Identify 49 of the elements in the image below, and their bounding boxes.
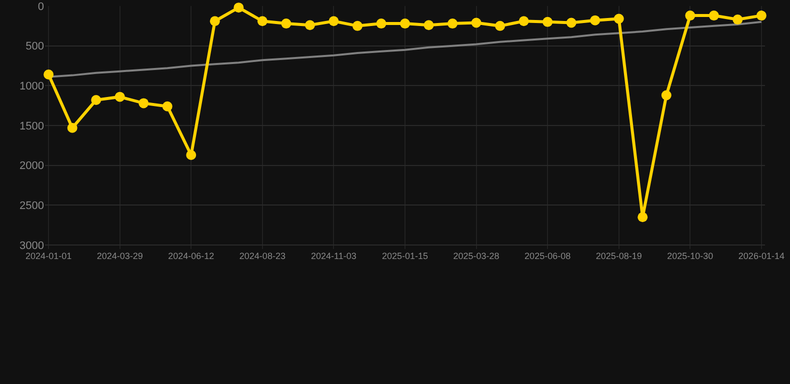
x-tick-label: 2024-11-03 [311,251,356,261]
point [67,122,78,133]
x-tick-label: 2026-01-14 [738,251,784,261]
x-tick-label: 2024-08-23 [239,251,286,261]
point [304,20,315,30]
point [661,90,672,100]
x-tick-label: 2025-10-30 [667,251,714,261]
point [685,10,696,21]
point [257,16,268,26]
point [590,15,600,26]
point [542,16,553,27]
point [352,20,362,31]
x-tick-label: 2024-06-12 [168,251,214,261]
point [614,14,624,24]
point [756,10,766,21]
x-tick-label: 2024-01-01 [26,251,72,261]
point [186,150,196,160]
point [424,20,434,30]
y-tick-label: 1000 [20,80,44,93]
point [234,2,244,13]
y-tick-label: 500 [26,40,44,53]
point [281,18,292,29]
point [376,18,386,29]
point [638,212,648,222]
point [114,92,125,102]
point [708,10,719,21]
y-tick-label: 0 [38,0,44,13]
point [210,16,220,26]
point [44,70,54,80]
point [328,16,339,26]
point [91,95,102,106]
point [518,16,529,26]
x-tick-label: 2024-03-29 [96,251,143,261]
y-tick-label: 3000 [20,240,44,252]
y-tick-label: 1500 [20,120,44,132]
x-tick-label: 2025-03-28 [453,251,500,261]
x-tick-label: 2025-08-19 [596,251,642,261]
point [566,18,576,28]
y-tick-label: 2000 [20,160,44,172]
point [162,101,172,112]
point [471,18,482,28]
point [448,18,458,29]
point [732,14,743,25]
y-tick-label: 2500 [20,200,44,212]
point [400,18,410,29]
point [138,98,149,108]
x-tick-label: 2025-01-15 [382,251,428,261]
point [495,20,506,31]
x-tick-label: 2025-06-08 [524,251,571,261]
